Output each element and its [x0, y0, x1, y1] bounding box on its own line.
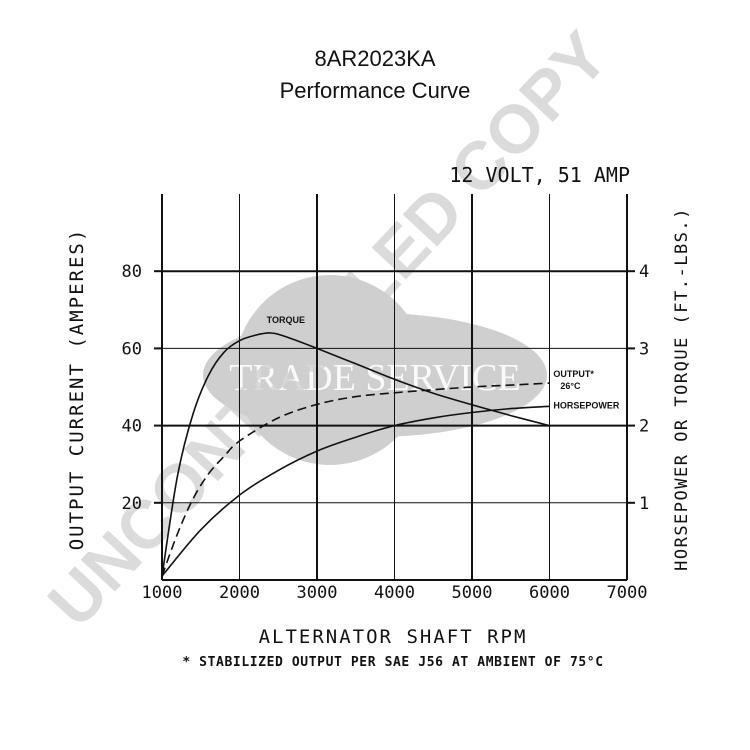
series-label-output-temp: 26°C — [560, 381, 581, 391]
watermark-circle — [235, 275, 425, 465]
x-tick-label: 3000 — [297, 583, 338, 603]
tick-labels: 1000 2000 3000 4000 5000 6000 7000 20 40 60 80 1 2 3 4 — [122, 262, 650, 603]
y-tick-label-left: 40 — [122, 417, 142, 437]
grid — [161, 194, 628, 581]
x-tick-label: 6000 — [529, 583, 570, 603]
x-tick-label: 7000 — [607, 583, 648, 603]
watermark: TRADE SERVICE UNCONTROLLED COPY — [34, 17, 623, 641]
x-axis-label: ALTERNATOR SHAFT RPM — [259, 626, 528, 648]
y-tick-label-right: 3 — [639, 339, 649, 359]
series-label-output: OUTPUT* — [553, 369, 594, 379]
series-label-horsepower: HORSEPOWER — [553, 400, 620, 410]
y-tick-label-right: 4 — [639, 262, 649, 282]
x-tick-label: 5000 — [452, 583, 493, 603]
footnote: * STABILIZED OUTPUT PER SAE J56 AT AMBIE… — [182, 655, 603, 670]
series-line-1 — [161, 382, 550, 577]
y-tick-label-left: 60 — [122, 339, 142, 359]
y-tick-label-left: 80 — [122, 262, 142, 282]
series — [161, 332, 550, 577]
chart-title: 8AR2023KA — [314, 46, 435, 71]
rating-label: 12 VOLT, 51 AMP — [449, 163, 630, 187]
y-tick-label-right: 2 — [639, 417, 649, 437]
x-tick-label: 4000 — [374, 583, 415, 603]
chart-subtitle: Performance Curve — [280, 78, 471, 103]
watermark-diagonal-text: UNCONTROLLED COPY — [34, 17, 623, 641]
series-line-0 — [161, 332, 550, 577]
x-tick-label: 2000 — [219, 583, 260, 603]
y-tick-label-left: 20 — [122, 494, 142, 514]
y-tick-label-right: 1 — [639, 494, 649, 514]
series-line-2 — [161, 405, 550, 577]
y-axis-label-left: OUTPUT CURRENT (AMPERES) — [66, 228, 88, 551]
series-labels: TORQUE OUTPUT* 26°C HORSEPOWER — [267, 315, 620, 410]
y-axis-label-right: HORSEPOWER OR TORQUE (FT.-LBS.) — [672, 207, 692, 571]
series-label-torque: TORQUE — [267, 315, 305, 325]
x-tick-label: 1000 — [142, 583, 183, 603]
